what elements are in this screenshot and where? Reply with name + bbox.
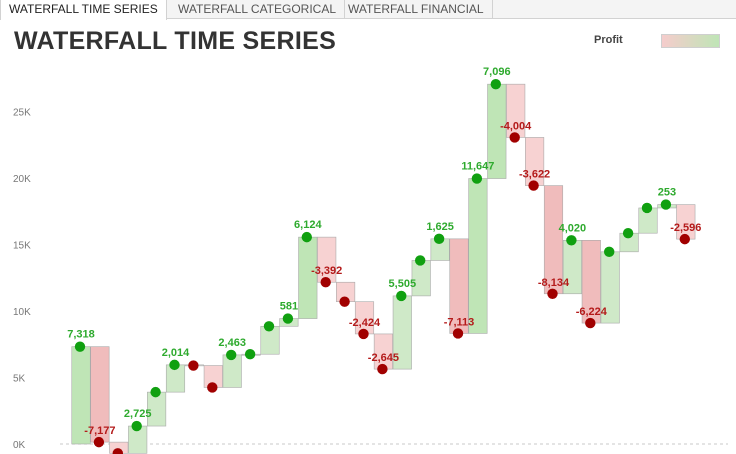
sheet-tab-bar: WATERFALL TIME SERIES WATERFALL CATEGORI… [0, 0, 736, 20]
negative-marker [509, 132, 520, 143]
positive-marker [471, 173, 483, 184]
data-label: -2,424 [349, 317, 381, 329]
positive-marker [622, 227, 634, 239]
chart-title: WATERFALL TIME SERIES [14, 27, 337, 55]
legend-label: Profit [594, 34, 623, 46]
negative-marker [93, 436, 105, 448]
positive-marker [263, 321, 275, 332]
data-label: 581 [280, 301, 298, 313]
negative-marker [547, 288, 558, 299]
legend-color-ramp[interactable] [661, 34, 720, 48]
y-tick-label: 10K [13, 307, 31, 318]
data-label: -2,645 [368, 352, 399, 364]
y-tick-label: 15K [13, 241, 31, 252]
negative-marker [112, 448, 123, 454]
data-label: 1,625 [426, 221, 454, 233]
waterfall-bar [298, 236, 318, 319]
waterfall-bar [468, 178, 488, 334]
data-label: -7,177 [84, 425, 115, 437]
negative-marker [679, 233, 690, 245]
data-label: 2,014 [162, 347, 190, 359]
y-tick-label: 20K [13, 174, 31, 185]
negative-marker [377, 363, 388, 375]
positive-marker [169, 359, 180, 371]
positive-marker [660, 199, 672, 210]
data-label: 253 [658, 187, 676, 199]
y-tick-label: 25K [13, 108, 31, 119]
tab-waterfall-financial[interactable]: WATERFALL FINANCIAL [340, 0, 493, 19]
positive-marker [282, 313, 294, 324]
tab-waterfall-time-series[interactable]: WATERFALL TIME SERIES [0, 0, 167, 20]
data-label: -8,134 [538, 277, 570, 289]
positive-marker [74, 341, 86, 352]
positive-marker [566, 235, 577, 246]
negative-marker [207, 382, 218, 393]
data-label: 2,725 [124, 408, 152, 420]
data-label: -6,224 [576, 306, 608, 318]
y-tick-label: 0K [13, 440, 26, 451]
positive-marker [415, 255, 426, 266]
y-tick-label: 5K [13, 374, 26, 385]
data-label: -7,113 [444, 316, 475, 328]
data-label: 7,096 [483, 66, 511, 78]
negative-marker [339, 296, 350, 307]
data-label: -4,004 [500, 120, 532, 132]
positive-marker [226, 349, 237, 361]
negative-marker [528, 180, 539, 191]
data-label: 6,124 [294, 219, 322, 231]
positive-marker [396, 290, 407, 302]
negative-marker [452, 328, 464, 339]
negative-marker [188, 360, 199, 371]
positive-marker [244, 349, 256, 360]
data-label: 7,318 [67, 329, 95, 341]
negative-marker [585, 317, 596, 329]
data-label: -2,596 [670, 222, 701, 234]
tab-waterfall-categorical[interactable]: WATERFALL CATEGORICAL [170, 0, 346, 19]
positive-marker [604, 246, 615, 258]
positive-marker [131, 420, 142, 432]
negative-marker [320, 277, 331, 288]
data-label: 4,020 [559, 222, 587, 234]
data-label: -3,392 [311, 265, 342, 277]
data-label: 11,647 [461, 161, 494, 173]
data-label: 2,463 [218, 337, 246, 349]
positive-marker [433, 233, 445, 245]
positive-marker [301, 231, 312, 243]
positive-marker [150, 386, 161, 398]
positive-marker [490, 78, 501, 90]
data-label: -3,622 [519, 169, 550, 181]
positive-marker [641, 202, 653, 214]
data-label: 5,505 [389, 278, 417, 290]
negative-marker [358, 328, 369, 340]
